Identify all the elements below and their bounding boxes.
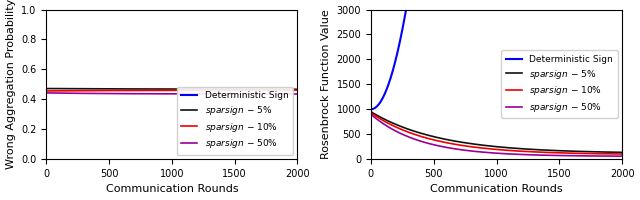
Legend: Deterministic Sign, $\mathit{sparsign}$ $-$ 5%, $\mathit{sparsign}$ $-$ 10%, $\m: Deterministic Sign, $\mathit{sparsign}$ … <box>177 87 293 155</box>
X-axis label: Communication Rounds: Communication Rounds <box>106 184 238 194</box>
Y-axis label: Wrong Aggregation Probability: Wrong Aggregation Probability <box>6 0 15 169</box>
X-axis label: Communication Rounds: Communication Rounds <box>430 184 563 194</box>
Legend: Deterministic Sign, $\mathit{sparsign}$ $-$ 5%, $\mathit{sparsign}$ $-$ 10%, $\m: Deterministic Sign, $\mathit{sparsign}$ … <box>501 50 618 118</box>
Y-axis label: Rosenbrock Function Value: Rosenbrock Function Value <box>321 9 331 159</box>
